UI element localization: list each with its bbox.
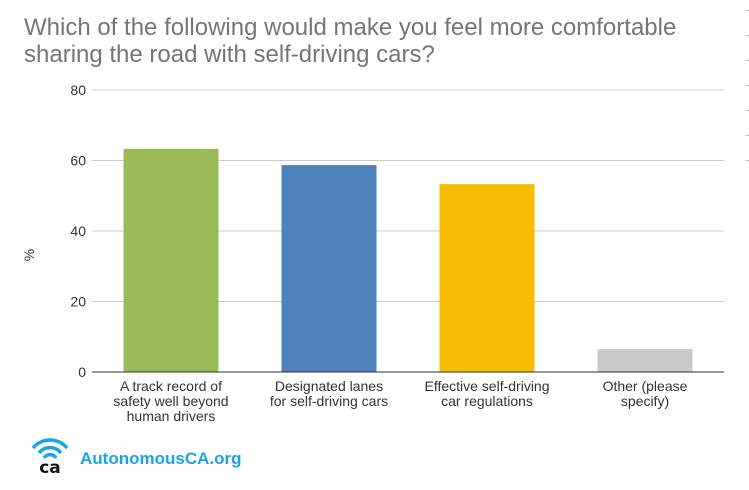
x-tick-label: Other (please specify) [603,378,688,409]
x-tick-label: A track record of safety well beyond human… [113,378,228,424]
y-tick-label: 40 [70,223,86,239]
edge-tick [746,110,749,111]
y-axis-label: % [21,249,37,261]
x-tick-label: Effective self-driving car regulations [424,378,549,409]
x-tick-label: Designated lanes for self-driving cars [270,378,388,409]
y-tick-label: 80 [70,82,86,98]
bar [123,148,219,372]
chart-title: Which of the following would make you fe… [24,14,677,68]
edge-tick [746,35,749,36]
edge-tick [746,135,749,136]
edge-tick [746,60,749,61]
wifi-ca-logo-icon: ca [30,436,70,474]
svg-text:ca: ca [39,458,61,474]
logo-text[interactable]: AutonomousCA.org [80,449,242,468]
y-tick-label: 60 [70,153,86,169]
y-tick-label: 0 [78,364,86,380]
edge-tick [746,85,749,86]
y-tick-label: 20 [70,294,86,310]
edge-tick [746,160,749,161]
bar [597,349,693,372]
bar [439,184,535,372]
edge-tick [746,10,749,11]
bar [281,165,377,372]
